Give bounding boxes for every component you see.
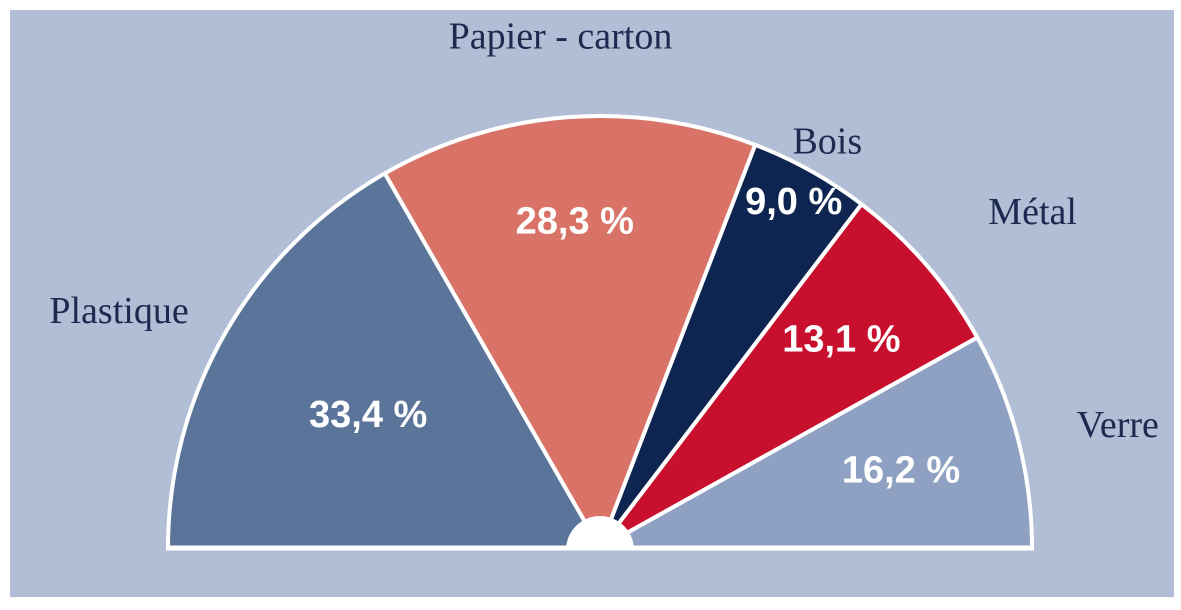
semicircle-chart: 33,4 % Plastique 28,3 % Papier - carton 9,0 … xyxy=(49,15,1159,551)
category-label-plastique: Plastique xyxy=(49,290,188,332)
value-label-metal: 13,1 % xyxy=(782,319,900,361)
category-label-verre: Verre xyxy=(1077,404,1159,446)
value-label-papier-carton: 28,3 % xyxy=(516,201,634,243)
slice-papier-carton xyxy=(382,114,758,550)
chart-panel: 33,4 % Plastique 28,3 % Papier - carton 9,0 … xyxy=(10,10,1174,597)
category-label-bois: Bois xyxy=(792,121,862,163)
value-label-bois: 9,0 % xyxy=(745,181,842,223)
category-label-metal: Métal xyxy=(988,191,1077,233)
slice-verre xyxy=(598,335,1034,550)
center-hub xyxy=(566,516,634,550)
value-label-plastique: 33,4 % xyxy=(309,394,427,436)
slice-metal xyxy=(598,202,980,550)
category-label-papier-carton: Papier - carton xyxy=(449,15,673,57)
value-label-verre: 16,2 % xyxy=(842,450,960,492)
slice-plastique xyxy=(166,171,602,550)
